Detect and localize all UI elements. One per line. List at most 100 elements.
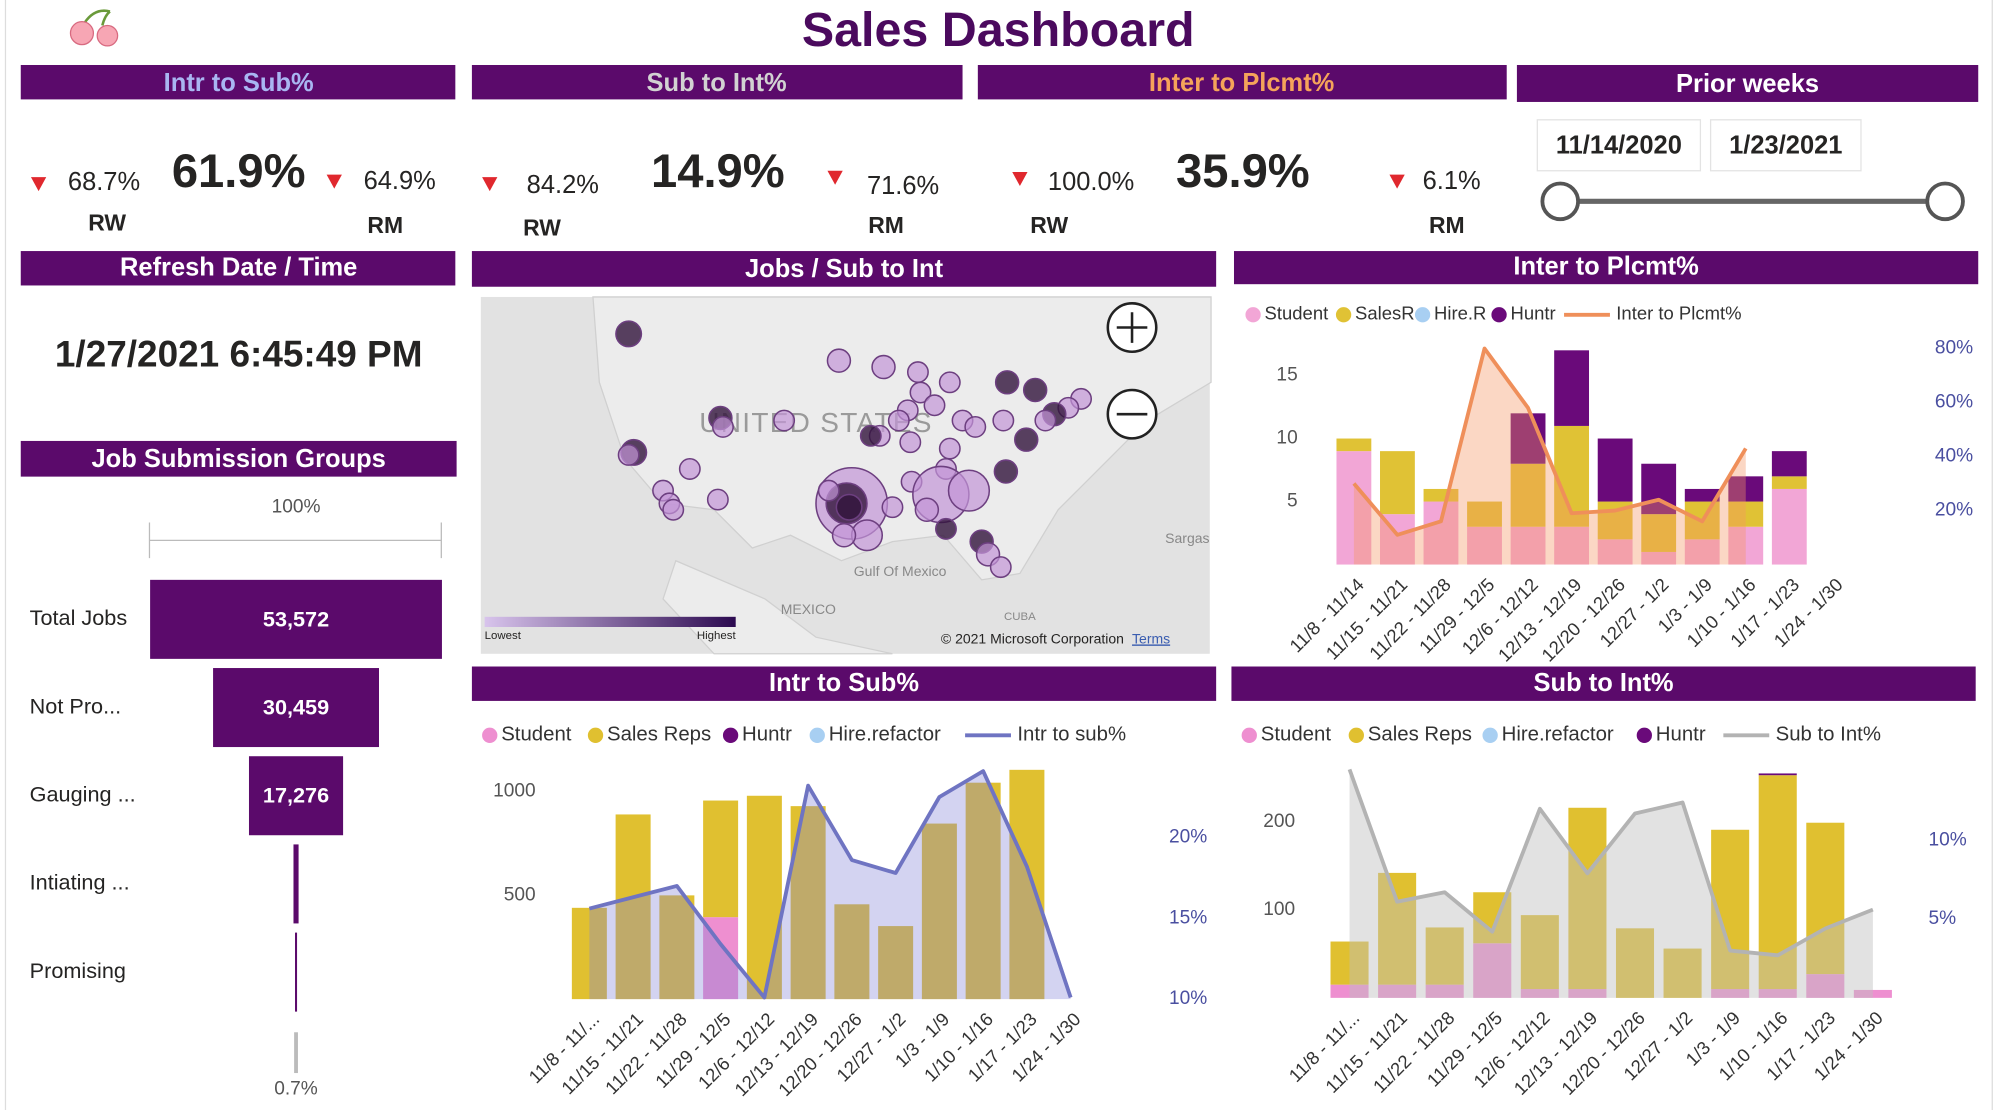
bar-segment	[965, 782, 1001, 1000]
bar-segment	[1467, 501, 1502, 527]
bar-segment	[878, 926, 914, 1000]
kpi-left-label: RW	[523, 214, 561, 240]
bar-segment	[1568, 807, 1607, 990]
map-bubble	[617, 444, 640, 466]
map-bubble	[923, 394, 946, 417]
bar-segment	[1425, 927, 1464, 985]
kpi-left-value: 68.7%	[68, 168, 140, 196]
y2-tick-label: 10%	[1169, 988, 1207, 1009]
bar-segment	[1554, 526, 1590, 565]
bar-segment	[615, 814, 651, 1000]
bar-segment	[1684, 488, 1720, 502]
kpi-right-label: RM	[1429, 212, 1465, 238]
bar-segment	[1728, 501, 1764, 527]
slider-handle[interactable]	[1925, 181, 1965, 222]
bar-segment	[1663, 948, 1702, 998]
date-input[interactable]	[1536, 119, 1702, 172]
kpi-right-value: 6.1%	[1423, 167, 1481, 195]
y2-tick-label: 60%	[1935, 392, 1973, 413]
map-bubble	[947, 469, 991, 512]
legend-swatch	[1482, 727, 1498, 743]
legend-swatch	[1348, 727, 1364, 743]
map-title: Jobs / Sub to Int	[745, 255, 944, 283]
legend-label: Huntr	[1511, 303, 1556, 324]
bar-segment	[1467, 526, 1502, 565]
y2-tick-label: 5%	[1929, 908, 1957, 929]
map-bubble	[989, 556, 1012, 579]
kpi-title: Sub to Int%	[647, 69, 787, 97]
funnel-bar	[248, 756, 344, 836]
map-bubble	[993, 459, 1019, 484]
bar-segment	[1510, 463, 1546, 527]
legend-label: Student	[501, 724, 572, 746]
y-tick-label: 10	[1276, 428, 1297, 449]
funnel-bar	[295, 932, 298, 1012]
bar-segment	[1728, 526, 1764, 565]
down-indicator	[482, 177, 498, 192]
kpi-title: Intr to Sub%	[164, 69, 314, 97]
map-bubble	[817, 479, 840, 502]
map-bubble	[887, 409, 910, 432]
funnel-bar	[150, 579, 442, 659]
legend-label: Hire.refactor	[1502, 724, 1614, 746]
bar-segment	[1597, 539, 1633, 565]
end-date[interactable]: 1/23/2021	[1729, 131, 1842, 159]
map-bubble	[906, 361, 929, 384]
map-bubble	[711, 415, 734, 438]
legend-label: Sales Reps	[607, 724, 711, 746]
color-scale-low: Lowest	[485, 630, 522, 642]
y-tick-label: 1000	[493, 781, 536, 802]
color-scale	[484, 616, 736, 628]
bar-segment	[1728, 476, 1764, 502]
funnel-value-label: 17,276	[263, 783, 329, 808]
funnel-category: Intiating ...	[30, 870, 130, 895]
chart-title: Intr to Sub%	[769, 669, 919, 697]
map-label: Sargas	[1165, 530, 1209, 546]
kpi-left-value: 100.0%	[1048, 168, 1134, 196]
legend-label: Student	[1265, 303, 1329, 324]
bar-segment	[1520, 915, 1559, 990]
bar-segment	[1336, 438, 1372, 452]
funnel-header	[20, 440, 457, 477]
funnel-bar	[213, 668, 379, 748]
down-indicator	[827, 170, 843, 185]
funnel-bracket	[148, 522, 442, 559]
legend-label: Huntr	[742, 724, 792, 746]
map-bubble	[615, 320, 643, 348]
slicer-header	[1516, 64, 1979, 102]
line	[1352, 346, 1748, 537]
color-scale-high: Highest	[697, 630, 737, 642]
start-date[interactable]: 11/14/2020	[1556, 131, 1682, 159]
funnel-title: Job Submission Groups	[92, 445, 386, 473]
bar-segment	[1378, 984, 1417, 998]
y-tick-label: 5	[1287, 491, 1298, 512]
map-bubble	[662, 498, 685, 521]
map-bubble	[773, 409, 796, 432]
line	[588, 769, 1073, 1000]
y2-tick-label: 15%	[1169, 907, 1207, 928]
kpi-right-value: 71.6%	[867, 172, 939, 200]
down-indicator	[1389, 174, 1405, 189]
line-area	[589, 771, 1071, 1000]
legend-swatch	[1414, 307, 1431, 323]
slider-handle[interactable]	[1540, 181, 1580, 222]
bar-segment	[1641, 514, 1677, 552]
date-input[interactable]	[1709, 119, 1862, 172]
map-terms[interactable]: Terms	[1132, 630, 1170, 646]
legend-swatch	[1241, 727, 1257, 743]
funnel-category: Promising	[30, 958, 126, 983]
kpi-value: 61.9%	[172, 144, 306, 197]
funnel-value-label: 30,459	[263, 695, 329, 720]
legend-swatch	[1491, 307, 1507, 323]
bar-segment	[1473, 943, 1512, 998]
y2-tick-label: 20%	[1935, 500, 1973, 521]
y2-tick-label: 80%	[1935, 338, 1973, 359]
bar-segment	[1568, 989, 1607, 998]
map-bubble	[835, 493, 863, 521]
map-bubble	[1034, 409, 1057, 432]
kpi-right-value: 64.9%	[364, 167, 436, 195]
map-label: CUBA	[1004, 611, 1036, 623]
bar-segment	[1520, 989, 1559, 998]
bar-segment	[1853, 989, 1892, 998]
